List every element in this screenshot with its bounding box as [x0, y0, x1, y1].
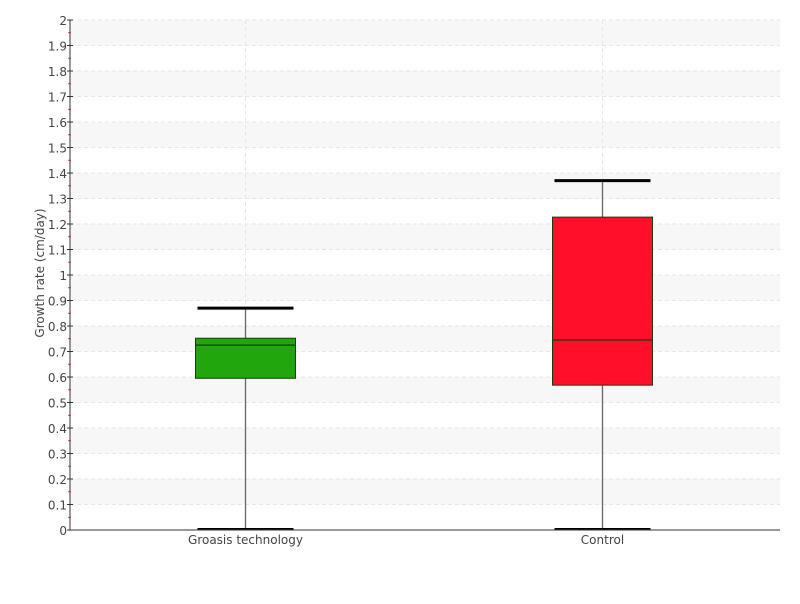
y-tick-label: 1.1 [48, 244, 67, 258]
y-axis-label: Growth rate (cm/day) [33, 208, 47, 337]
y-tick-label: 0.2 [48, 473, 67, 487]
grid-band [70, 479, 780, 505]
grid-lines [70, 19, 780, 530]
boxes [195, 179, 653, 530]
y-tick-label: 1.9 [48, 40, 67, 54]
y-tick-label: 0.4 [48, 422, 67, 436]
y-tick-label: 0.6 [48, 371, 67, 385]
y-tick-label: 1.5 [48, 142, 67, 156]
box-iqr [552, 216, 653, 386]
y-tick-label: 1.8 [48, 65, 67, 79]
box-control [552, 179, 653, 530]
y-tick-label: 0.5 [48, 397, 67, 411]
box-groasis [195, 306, 296, 530]
grid-band [70, 20, 780, 46]
y-tick-label: 1.2 [48, 218, 67, 232]
grid-band [70, 224, 780, 250]
grid-band [70, 377, 780, 403]
y-tick-label: 1.4 [48, 167, 67, 181]
y-tick-label: 0 [59, 524, 67, 538]
y-tick-label: 0.9 [48, 295, 67, 309]
y-tick-label: 0.7 [48, 346, 67, 360]
grid-band [70, 428, 780, 454]
grid-band [70, 173, 780, 199]
y-tick-label: 1.7 [48, 91, 67, 105]
y-tick-label: 1 [59, 269, 67, 283]
y-tick-label: 0.8 [48, 320, 67, 334]
box-iqr [195, 337, 296, 379]
y-tick-label: 0.1 [48, 499, 67, 513]
grid-bands [70, 20, 780, 505]
x-tick-label: Control [581, 533, 624, 547]
grid-band [70, 122, 780, 148]
y-tick-label: 0.3 [48, 448, 67, 462]
grid-band [70, 275, 780, 301]
axes: 0 0.1 0.2 0.3 0.4 0.5 0.6 0.7 0.8 0.9 1 1.1 1.2 1.3 1.… [48, 14, 780, 547]
y-tick-label: 1.6 [48, 116, 67, 130]
y-tick-label: 1.3 [48, 193, 67, 207]
y-tick-label: 2 [59, 14, 67, 28]
grid-band [70, 71, 780, 97]
x-tick-label: Groasis technology [188, 533, 303, 547]
grid-band [70, 326, 780, 352]
